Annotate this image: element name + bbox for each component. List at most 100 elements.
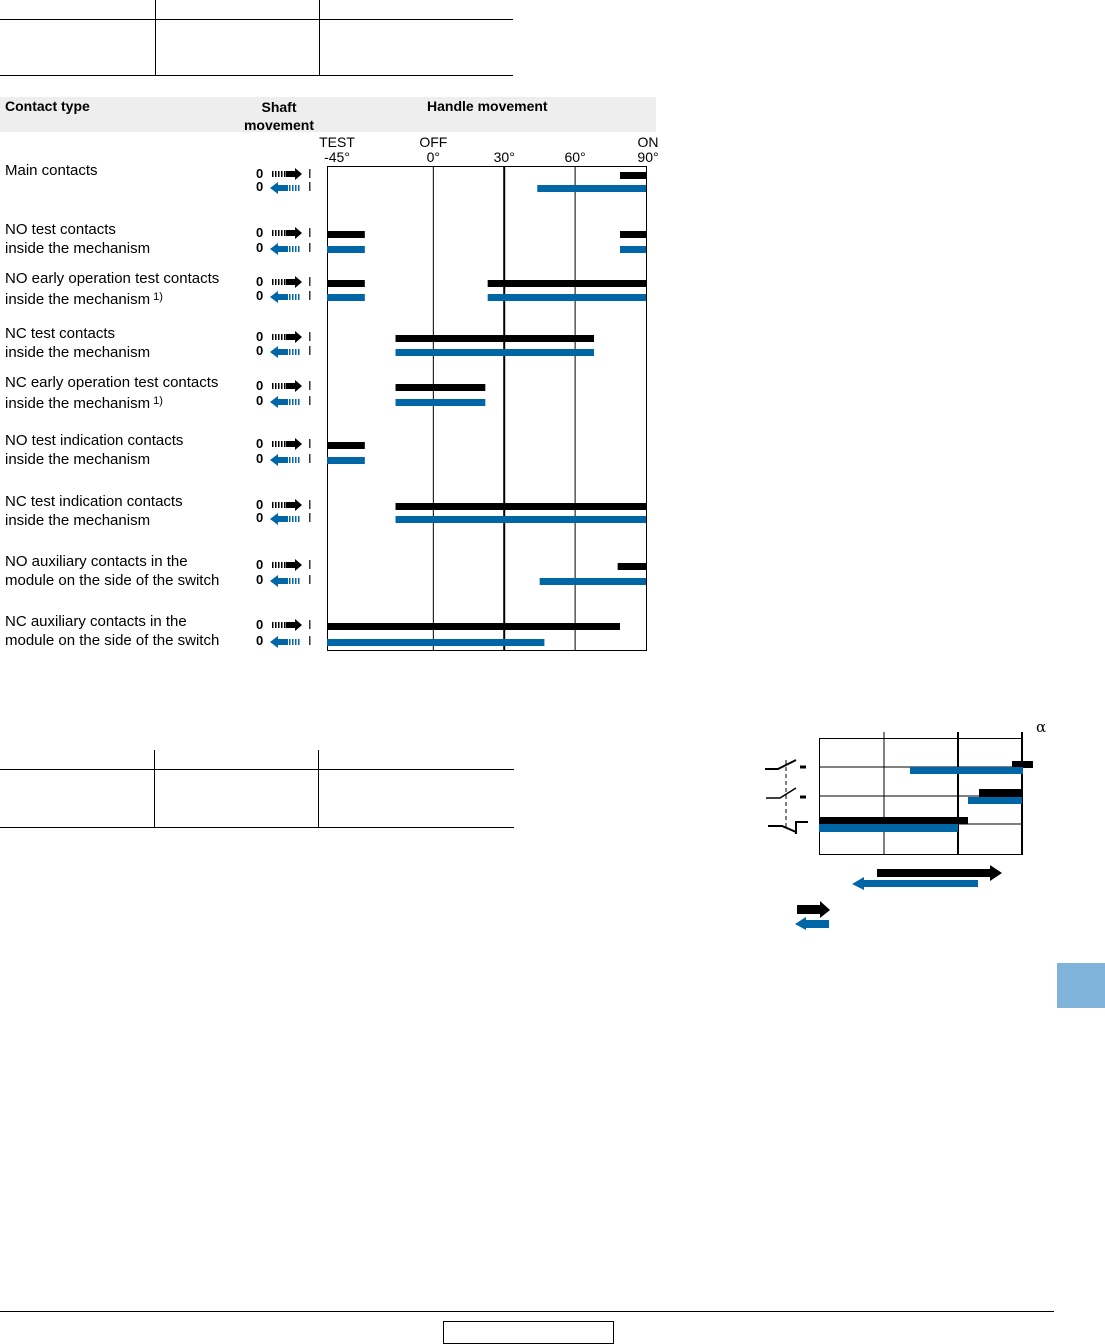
opening-bar	[620, 246, 646, 253]
dash	[278, 622, 280, 628]
label-line: inside the mechanism	[5, 451, 151, 468]
bar-closing	[979, 789, 1022, 797]
closing-bar	[617, 563, 646, 570]
dash	[284, 441, 286, 447]
opening-bar	[395, 516, 646, 523]
label-line: inside the mechanism	[5, 512, 151, 529]
label-line: module on the side of the switch	[5, 572, 220, 589]
closing-arrow-icon	[286, 276, 302, 288]
dash	[295, 185, 297, 191]
dash	[284, 230, 286, 236]
shaft-I-label: I	[308, 225, 312, 240]
opening-bar	[395, 349, 595, 356]
dash	[284, 383, 286, 389]
closing-arrow-icon	[286, 380, 302, 392]
dash	[272, 562, 274, 568]
dash	[272, 622, 274, 628]
axis-label: TEST -45°	[307, 135, 367, 165]
closing-bar	[327, 442, 365, 449]
table-line	[0, 769, 514, 770]
dash	[278, 441, 280, 447]
shaft-I-label: I	[308, 572, 312, 587]
table-line	[0, 827, 514, 828]
closing-arrow-icon	[286, 331, 302, 343]
shaft-I-label: I	[308, 557, 312, 572]
contact-type-label: NO early operation test contacts inside t…	[5, 269, 219, 309]
shaft-I-label: I	[308, 451, 312, 466]
dash	[281, 334, 283, 340]
dash	[289, 457, 291, 463]
dash	[281, 230, 283, 236]
dash	[275, 171, 277, 177]
bar-opening	[968, 797, 1022, 804]
dash	[298, 185, 300, 191]
contact-type-label: NO test indication contacts inside the me…	[5, 431, 183, 469]
dash	[281, 502, 283, 508]
shaft-0-label: 0	[256, 288, 264, 303]
closing-legend-arrow	[797, 901, 830, 918]
table-line	[0, 75, 513, 76]
dash	[281, 279, 283, 285]
label-line: NO early operation test contacts	[5, 270, 220, 287]
dash	[289, 185, 291, 191]
no-contact-symbol	[765, 759, 797, 770]
closing-bar	[327, 231, 365, 238]
dash	[275, 441, 277, 447]
dash	[295, 578, 297, 584]
position-degree: -45°	[324, 149, 350, 165]
position-degree: 90°	[637, 149, 659, 165]
opening-bar	[539, 578, 646, 585]
contact-type-label: NO auxiliary contacts in the module on th…	[5, 552, 219, 590]
dash	[272, 383, 274, 389]
closing-bar	[620, 231, 646, 238]
position-name: TEST	[319, 134, 355, 150]
dash	[292, 246, 294, 252]
axis-label: 30°	[474, 135, 534, 165]
shaft-0-label: 0	[256, 436, 264, 451]
closing-bar	[327, 280, 365, 287]
shaft-I-label: I	[308, 179, 312, 194]
shaft-0-label: 0	[256, 633, 264, 648]
dash	[298, 457, 300, 463]
closing-arrow-icon	[286, 619, 302, 631]
opening-arrow-icon	[270, 182, 288, 194]
dash	[295, 349, 297, 355]
shaft-0-label: 0	[256, 572, 264, 587]
closing-bar	[620, 172, 646, 179]
dash	[278, 279, 280, 285]
closing-bar	[395, 503, 646, 510]
position-degree: 60°	[564, 149, 586, 165]
dash	[275, 279, 277, 285]
dash	[284, 622, 286, 628]
table-line	[318, 750, 319, 828]
dash	[298, 516, 300, 522]
dash	[298, 578, 300, 584]
closing-bar	[395, 335, 595, 342]
dash	[292, 185, 294, 191]
no-contact-symbol	[766, 787, 797, 799]
dash	[278, 230, 280, 236]
label-line: inside the mechanism	[5, 344, 151, 361]
dash	[275, 562, 277, 568]
label-line: inside the mechanism	[5, 291, 151, 308]
dash	[272, 171, 274, 177]
opening-arrow-icon	[270, 243, 288, 255]
bar-closing	[1012, 761, 1033, 768]
dash	[278, 502, 280, 508]
table-line	[154, 750, 155, 828]
dash	[292, 578, 294, 584]
bar-opening	[819, 824, 958, 832]
dash	[284, 279, 286, 285]
dash	[275, 622, 277, 628]
shaft-0-label: 0	[256, 329, 264, 344]
opening-arrow	[852, 877, 978, 890]
closing-bar	[395, 384, 486, 391]
dash	[272, 441, 274, 447]
dash	[275, 230, 277, 236]
opening-bar	[327, 639, 545, 646]
table-line	[319, 0, 320, 76]
opening-bar	[327, 294, 365, 301]
dash	[292, 639, 294, 645]
dash	[298, 399, 300, 405]
label-line: NO test contacts	[5, 221, 116, 238]
